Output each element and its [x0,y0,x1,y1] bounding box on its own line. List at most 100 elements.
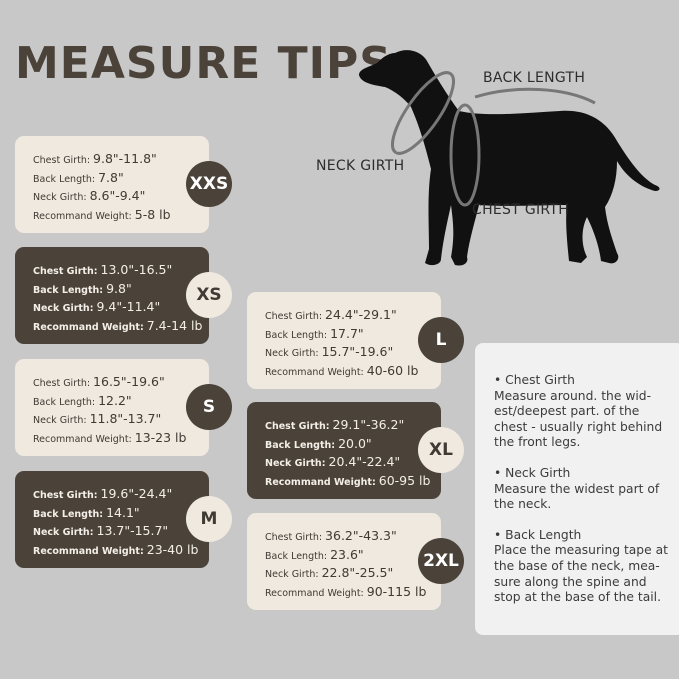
measurement-value: 7.4-14 lb [146,317,203,333]
measurement-row-neck: Neck Girth: 11.8"-13.7" [33,408,209,427]
measurement-value: 40-60 lb [366,362,419,378]
measurement-label: Back Length: [33,508,104,520]
measurement-value: 22.8"-25.5" [321,565,394,580]
measurement-label: Chest Girth: [33,155,91,166]
measurement-row-chest: Chest Girth: 36.2"-43.3" [265,525,441,544]
measurement-row-back: Back Length: 14.1" [33,502,209,521]
measurement-value: 36.2"-43.3" [325,528,397,543]
measurement-value: 14.1" [106,504,140,520]
measurement-row-weight: Recommand Weight: 60-95 lb [265,470,441,489]
back-length-label: BACK LENGTH [483,70,586,86]
measurement-label: Chest Girth: [33,490,98,501]
size-badge: 2XL [418,538,464,584]
size-card-xl: Chest Girth: 29.1"-36.2" Back Length: 20.0"… [247,402,441,499]
measurement-label: Recommand Weight: [33,545,144,557]
tip-heading: • Neck Girth [494,465,571,480]
measurement-value: 13.7"-15.7" [96,523,169,538]
tip-heading: • Chest Girth [494,373,575,387]
measurement-label: Recommand Weight: [33,321,144,333]
measurement-value: 13.0"-16.5" [100,262,173,277]
measurement-row-chest: Chest Girth: 13.0"-16.5" [33,259,209,278]
measurement-label: Neck Girth: [33,527,94,538]
measurement-value: 20.0" [338,435,372,451]
tip-heading: • Back Length [494,527,582,542]
measurement-row-neck: Neck Girth: 8.6"-9.4" [33,185,209,204]
measurement-label: Chest Girth: [33,266,98,277]
measurement-row-neck: Neck Girth: 9.4"-11.4" [33,296,209,315]
measurement-value: 9.8"-11.8" [93,151,157,166]
measurement-value: 23.6" [330,546,364,562]
measurement-value: 20.4"-22.4" [328,454,401,469]
measurement-label: Back Length: [33,173,96,185]
measurement-label: Neck Girth: [265,458,326,469]
measurement-label: Neck Girth: [33,415,87,426]
measurement-value: 7.8" [98,169,124,185]
measurement-label: Recommand Weight: [265,366,364,378]
measurement-row-neck: Neck Girth: 13.7"-15.7" [33,520,209,539]
measurement-label: Chest Girth: [265,311,323,322]
size-card-xxs: Chest Girth: 9.8"-11.8" Back Length: 7.8" Ne… [15,136,209,233]
measurement-row-neck: Neck Girth: 22.8"-25.5" [265,562,441,581]
measurement-row-chest: Chest Girth: 24.4"-29.1" [265,304,441,323]
measurement-value: 60-95 lb [378,472,431,488]
measurement-row-weight: Recommand Weight: 13-23 lb [33,427,209,446]
measurement-value: 29.1"-36.2" [332,417,405,432]
measurement-row-chest: Chest Girth: 9.8"-11.8" [33,148,209,167]
measurement-label: Back Length: [265,439,336,451]
measuring-tips-panel: • Chest Girth Measure around. the wid-es… [475,343,679,635]
measurement-row-chest: Chest Girth: 29.1"-36.2" [265,414,441,433]
measurement-row-back: Back Length: 20.0" [265,433,441,452]
measurement-value: 23-40 lb [146,541,199,557]
measurement-value: 15.7"-19.6" [321,344,394,359]
measurement-label: Back Length: [33,284,104,296]
measurement-label: Back Length: [265,550,328,562]
measurement-value: 13-23 lb [134,429,187,445]
neck-girth-label: NECK GIRTH [316,158,405,174]
measurement-label: Chest Girth: [33,378,91,389]
size-badge: XL [418,427,464,473]
measurement-label: Neck Girth: [265,569,319,580]
size-badge: M [186,496,232,542]
measurement-value: 17.7" [330,325,364,341]
measurement-label: Back Length: [265,329,328,341]
measurement-label: Neck Girth: [33,303,94,314]
size-badge: L [418,317,464,363]
measurement-value: 24.4"-29.1" [325,307,397,322]
measurement-value: 9.8" [106,280,132,296]
size-card-xs: Chest Girth: 13.0"-16.5" Back Length: 9.8" N… [15,247,209,344]
measurement-row-back: Back Length: 17.7" [265,323,441,342]
measurement-label: Recommand Weight: [265,587,364,599]
measurement-label: Back Length: [33,396,96,408]
measurement-row-back: Back Length: 12.2" [33,390,209,409]
tip-text: Measure the widest part of the neck. [494,481,660,512]
measurement-label: Neck Girth: [265,348,319,359]
size-badge: S [186,384,232,430]
page-title: MEASURE TIPS [15,38,392,89]
measurement-row-chest: Chest Girth: 19.6"-24.4" [33,483,209,502]
measurement-row-neck: Neck Girth: 20.4"-22.4" [265,451,441,470]
measurement-row-back: Back Length: 23.6" [265,544,441,563]
measurement-value: 5-8 lb [134,206,171,222]
measurement-value: 19.6"-24.4" [100,486,173,501]
size-badge: XXS [186,161,232,207]
size-badge: XS [186,272,232,318]
measurement-label: Chest Girth: [265,532,323,543]
measurement-row-weight: Recommand Weight: 90-115 lb [265,581,441,600]
measurement-row-back: Back Length: 9.8" [33,278,209,297]
measurement-row-chest: Chest Girth: 16.5"-19.6" [33,371,209,390]
measurement-value: 9.4"-11.4" [96,299,161,314]
measurement-row-weight: Recommand Weight: 23-40 lb [33,539,209,558]
tip-text: Measure around. the wid-est/deepest part… [494,388,663,450]
size-card-s: Chest Girth: 16.5"-19.6" Back Length: 12.2"… [15,359,209,456]
measurement-label: Recommand Weight: [33,210,132,222]
measurement-row-weight: Recommand Weight: 40-60 lb [265,360,441,379]
tip-neck-girth: • Neck Girth Measure the widest part of … [494,466,673,513]
chest-girth-label: CHEST GIRTH [472,202,570,218]
measurement-label: Neck Girth: [33,192,87,203]
measurement-label: Recommand Weight: [265,476,376,488]
measurement-value: 8.6"-9.4" [89,188,146,203]
measurement-row-weight: Recommand Weight: 7.4-14 lb [33,315,209,334]
tip-chest-girth: • Chest Girth Measure around. the wid-es… [494,373,673,451]
measurement-value: 11.8"-13.7" [89,411,162,426]
measurement-value: 90-115 lb [366,583,427,599]
